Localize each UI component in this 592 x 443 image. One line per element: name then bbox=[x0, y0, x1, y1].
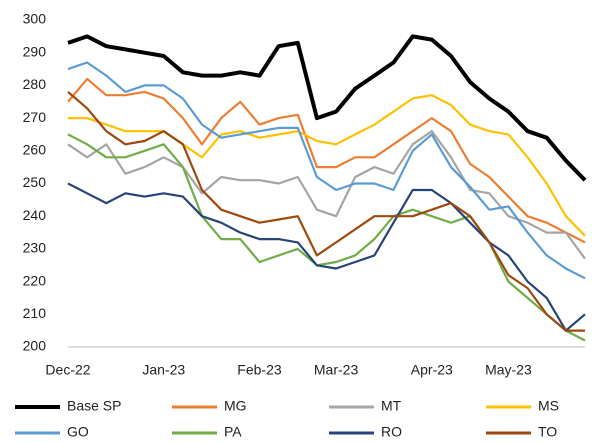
series-line bbox=[67, 61, 586, 280]
y-tick-label: 210 bbox=[23, 305, 47, 321]
y-tick-label: 220 bbox=[23, 272, 47, 288]
x-tick-label: Apr-23 bbox=[411, 362, 453, 378]
legend-label: MS bbox=[538, 398, 559, 414]
y-tick-label: 200 bbox=[23, 338, 47, 354]
legend-label: PA bbox=[224, 424, 242, 440]
y-tick-label: 270 bbox=[23, 109, 47, 125]
y-tick-label: 230 bbox=[23, 240, 47, 256]
legend-label: MG bbox=[224, 398, 247, 414]
series-line bbox=[67, 182, 586, 332]
series-line bbox=[67, 77, 586, 244]
x-tick-label: Jan-23 bbox=[142, 362, 185, 378]
legend-label: GO bbox=[67, 424, 89, 440]
y-tick-label: 300 bbox=[23, 11, 47, 27]
series-line bbox=[67, 34, 587, 182]
x-tick-label: May-23 bbox=[485, 362, 532, 378]
legend-label: MT bbox=[381, 398, 402, 414]
x-tick-label: Mar-23 bbox=[314, 362, 359, 378]
series-line bbox=[67, 91, 585, 332]
y-tick-label: 280 bbox=[23, 76, 47, 92]
series-line bbox=[67, 130, 586, 260]
x-tick-label: Feb-23 bbox=[237, 362, 282, 378]
y-tick-label: 240 bbox=[23, 207, 47, 223]
legend-label: Base SP bbox=[67, 398, 121, 414]
y-tick-label: 290 bbox=[23, 43, 47, 59]
legend-label: RO bbox=[381, 424, 402, 440]
y-tick-label: 260 bbox=[23, 142, 47, 158]
series-line bbox=[67, 133, 586, 342]
x-tick-label: Dec-22 bbox=[45, 362, 90, 378]
series-line bbox=[68, 94, 586, 237]
y-tick-label: 250 bbox=[23, 174, 47, 190]
legend-label: TO bbox=[538, 424, 557, 440]
